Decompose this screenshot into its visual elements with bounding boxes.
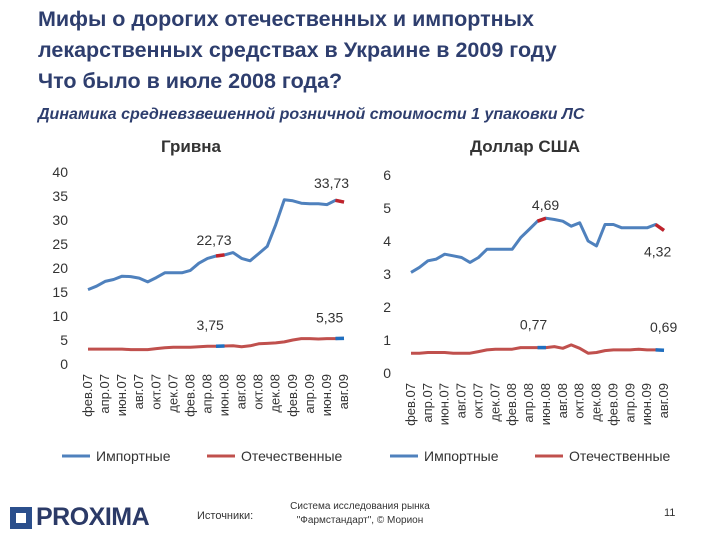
y-tick-label: 20 [52,260,68,276]
title-line-1: Мифы о дорогих отечественных и импортных [38,7,534,31]
x-tick-label: окт.07 [470,383,485,419]
highlight-segment [654,223,666,232]
highlight-segment [536,216,547,223]
x-tick-label: фев.07 [403,383,418,426]
x-tick-label: апр.09 [302,374,317,414]
y-tick-label: 0 [383,365,391,381]
x-tick-label: июн.07 [114,374,129,416]
x-tick-label: окт.07 [148,374,163,410]
x-tick-label: окт.08 [572,383,587,419]
x-tick-label: фев.08 [504,383,519,426]
y-tick-label: 40 [52,164,68,180]
data-label: 5,35 [316,309,343,325]
title-line-3: Что было в июле 2008 года? [38,69,343,93]
x-tick-label: авг.07 [131,374,146,409]
data-label: 33,73 [314,175,349,191]
data-label: 4,32 [644,243,671,259]
sources-line-2: "Фармстандарт", © Морион [296,515,424,526]
y-tick-label: 25 [52,236,68,252]
chart-uah-svg: Гривна 0 5 10 15 20 25 30 35 40 фев.07 апр.07 июн.07… [52,137,351,464]
y-tick-label: 3 [383,266,391,282]
x-tick-label: авг.08 [234,374,249,409]
y-tick-label: 6 [383,167,391,183]
chart-title: Гривна [161,137,222,156]
x-tick-label: июн.07 [437,383,452,425]
sources-line-1: Система исследования рынка [290,501,430,512]
slide-title: Мифы о дорогих отечественных и импортных… [38,4,698,97]
x-tick-label: окт.08 [251,374,266,410]
y-tick-label: 2 [383,299,391,315]
x-tick-label: фев.09 [605,383,620,426]
x-tick-label: авг.09 [656,383,671,418]
x-tick-label: апр.08 [199,374,214,414]
data-label: 4,69 [532,197,559,213]
x-tick-label: апр.07 [97,374,112,414]
x-tick-label: июн.09 [639,383,654,425]
y-tick-label: 4 [383,233,391,249]
title-line-2: лекарственных средствах в Украине в 2009… [38,38,557,62]
y-tick-label: 30 [52,212,68,228]
legend-label-import: Импортные [424,448,499,464]
y-tick-label: 15 [52,284,68,300]
x-tick-label: апр.08 [521,383,536,423]
x-tick-label: дек.08 [268,374,283,413]
logo-mark-icon [10,506,32,529]
x-tick-label: авг.07 [454,383,469,418]
chart-uah: Гривна 0 5 10 15 20 25 30 35 40 фев.07 апр.07 июн.07… [30,130,370,475]
legend-label-domestic: Отечественные [241,448,343,464]
sources-label: Источники: [197,510,254,522]
y-tick-label: 0 [60,356,68,372]
y-tick-label: 35 [52,188,68,204]
data-label: 0,69 [650,319,677,335]
slide-subtitle: Динамика средневзвешенной розничной стои… [38,106,585,123]
x-tick-label: апр.09 [622,383,637,423]
x-tick-label: авг.08 [555,383,570,418]
highlight-segment [335,198,345,204]
data-label: 3,75 [197,317,224,333]
x-tick-label: фев.08 [182,374,197,417]
x-tick-label: дек.08 [589,383,604,422]
x-tick-label: июн.09 [319,374,334,416]
data-label: 22,73 [197,232,232,248]
x-tick-label: дек.07 [165,374,180,413]
legend-label-domestic: Отечественные [569,448,671,464]
x-tick-label: апр.07 [420,383,435,423]
series-line-domestic [88,336,345,352]
proxima-logo: PROXIMA [10,503,150,532]
highlight-segment [215,253,225,258]
x-tick-label: фев.09 [285,374,300,417]
x-tick-label: июн.08 [538,383,553,425]
series-line-import [410,216,665,274]
legend-label-import: Импортные [96,448,171,464]
x-tick-label: фев.07 [80,374,95,417]
y-tick-label: 1 [383,332,391,348]
page-number: 11 [664,507,676,519]
y-tick-label: 5 [60,332,68,348]
x-tick-label: июн.08 [217,374,232,416]
x-tick-label: дек.07 [487,383,502,422]
y-tick-label: 10 [52,308,68,324]
y-tick-label: 5 [383,200,391,216]
data-label: 0,77 [520,317,547,333]
chart-usd: Доллар США 0 1 2 3 4 5 6 фев.07 апр.07 июн.07 авг.0… [360,130,700,475]
sources-text: Система исследования рынка "Фармстандарт… [285,500,435,528]
logo-text: PROXIMA [36,503,150,531]
chart-title: Доллар США [470,137,580,156]
x-tick-label: авг.09 [336,374,351,409]
